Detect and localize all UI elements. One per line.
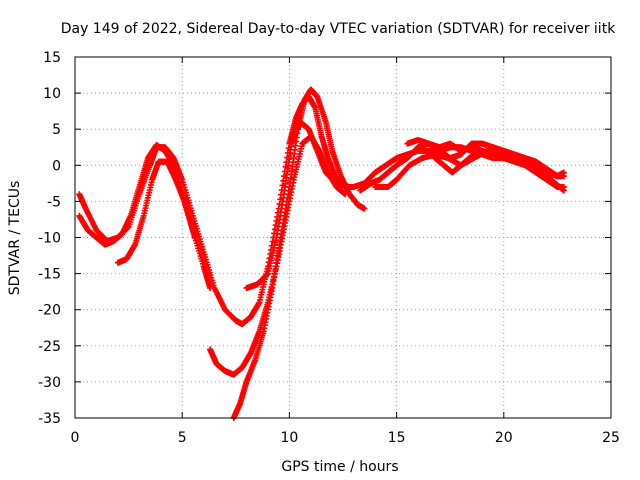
grid (75, 57, 611, 418)
series-track-3 (114, 158, 199, 266)
y-tick-label: -15 (38, 267, 61, 283)
series-track-10 (432, 147, 482, 176)
data-point (192, 234, 199, 241)
x-tick-label: 20 (495, 430, 513, 446)
data-point (560, 187, 567, 194)
x-tick-label: 10 (280, 430, 298, 446)
y-tick-label: -5 (47, 194, 61, 210)
y-tick-label: -35 (38, 411, 61, 427)
y-tick-label: -10 (38, 231, 61, 247)
y-tick-label: -20 (38, 303, 61, 319)
y-tick-label: 10 (43, 86, 61, 102)
y-tick-label: 5 (52, 122, 61, 138)
data-point (346, 183, 353, 190)
y-tick-label: -25 (38, 339, 61, 355)
chart-title: Day 149 of 2022, Sidereal Day-to-day VTE… (61, 21, 616, 37)
y-tick-label: 0 (52, 158, 61, 174)
y-axis-label: SDTVAR / TECUs (7, 181, 23, 296)
data-point (560, 169, 567, 176)
data-point (207, 285, 214, 292)
x-tick-label: 15 (388, 430, 406, 446)
x-axis-label: GPS time / hours (281, 459, 398, 475)
data-series (76, 86, 567, 421)
data-point (361, 205, 368, 212)
axis-ticks: 0 5 10 15 20 25 -35 -30 -25 -20 -15 -10 -5 0 5 10 15 (38, 50, 620, 446)
x-tick-label: 5 (178, 430, 187, 446)
y-tick-label: 15 (43, 50, 61, 66)
series-track-9 (404, 137, 567, 180)
series-track-6 (243, 118, 353, 292)
data-point (475, 147, 482, 154)
y-tick-label: -30 (38, 375, 61, 391)
x-tick-label: 0 (71, 430, 80, 446)
x-tick-label: 25 (602, 430, 620, 446)
